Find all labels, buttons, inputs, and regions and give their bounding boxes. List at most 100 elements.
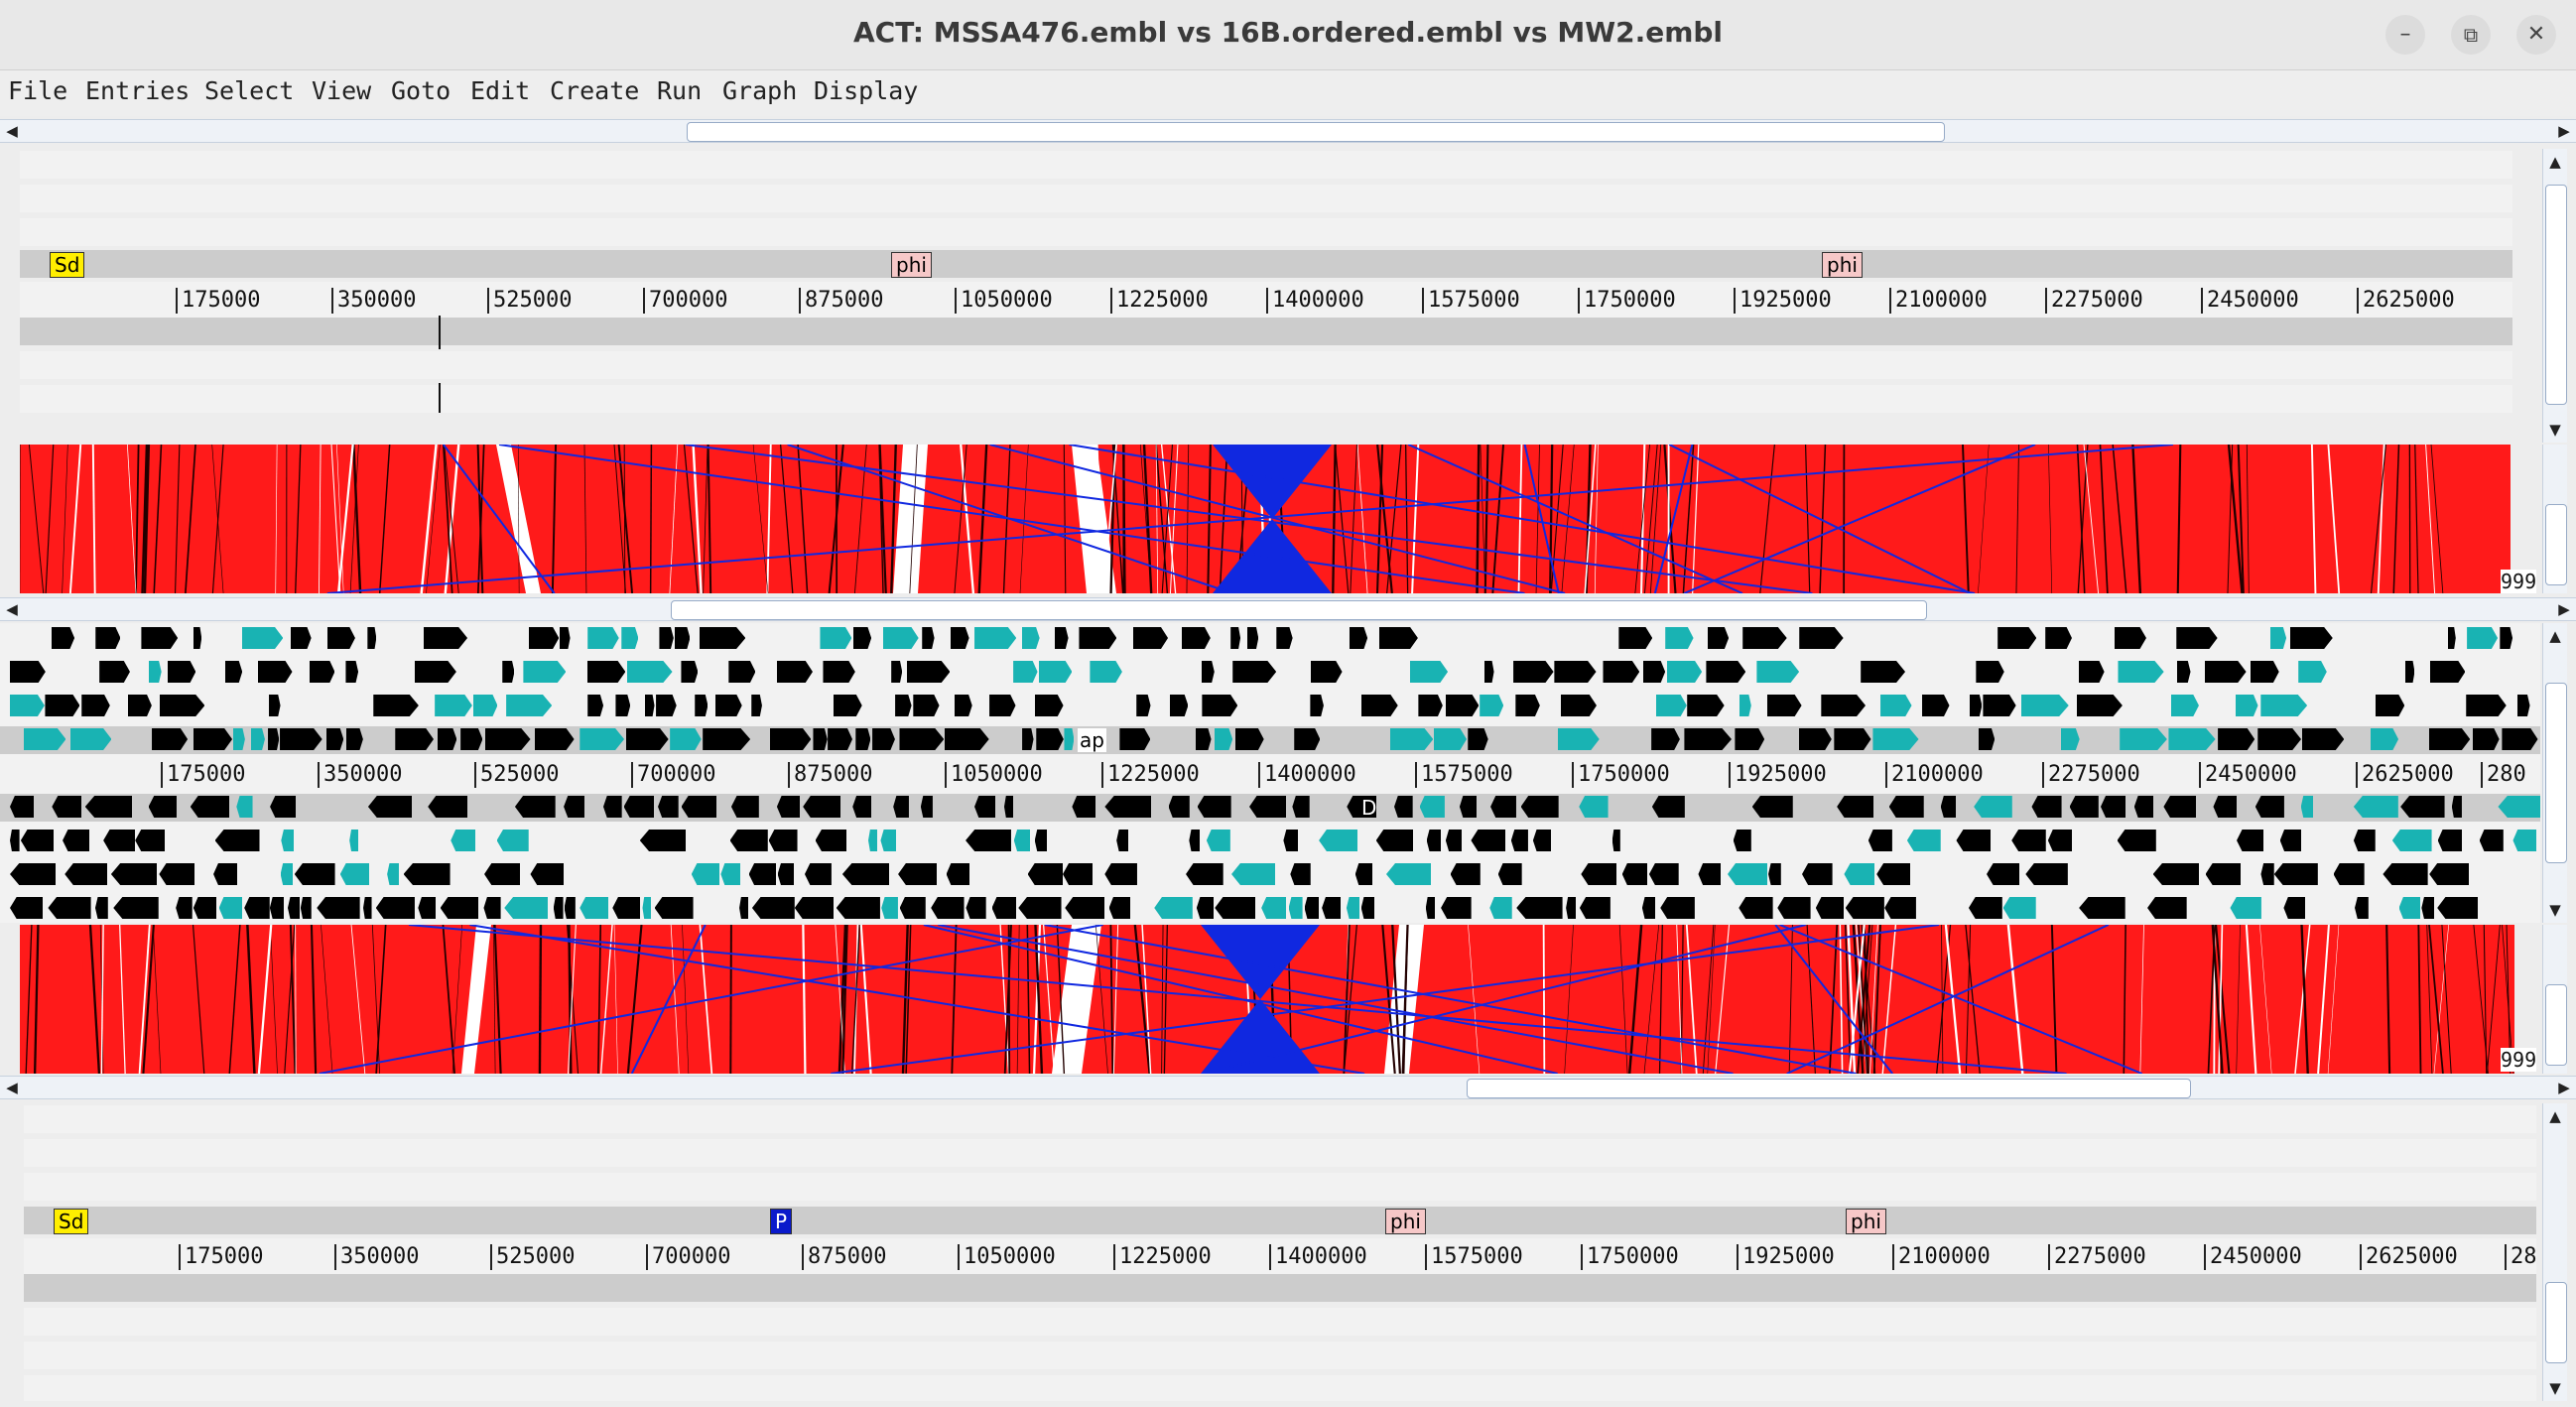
gene-arrow[interactable] — [23, 728, 66, 750]
gene-arrow[interactable] — [63, 830, 90, 851]
gene-arrow[interactable] — [1418, 695, 1443, 716]
scroll-thumb[interactable] — [671, 600, 1927, 620]
gene-arrow[interactable] — [580, 897, 609, 919]
gene-arrow[interactable] — [375, 897, 415, 919]
gene-arrow[interactable] — [1441, 897, 1472, 919]
gene-arrow[interactable] — [2205, 863, 2242, 885]
gene-arrow[interactable] — [52, 796, 82, 818]
gene-arrow[interactable] — [2429, 661, 2466, 683]
bottom-comparison-view[interactable] — [20, 925, 2514, 1074]
gene-arrow[interactable] — [2235, 695, 2258, 716]
gene-arrow[interactable] — [232, 728, 245, 750]
gene-arrow[interactable] — [159, 695, 205, 716]
gene-arrow[interactable] — [1728, 863, 1768, 885]
gene-arrow[interactable] — [51, 627, 75, 649]
menu-entries[interactable]: Entries — [85, 76, 191, 105]
gene-arrow[interactable] — [804, 863, 832, 885]
gene-arrow[interactable] — [2120, 728, 2167, 750]
gene-arrow[interactable] — [1978, 728, 1996, 750]
gene-arrow[interactable] — [1018, 897, 1062, 919]
gene-arrow[interactable] — [325, 728, 344, 750]
feature-selected[interactable]: P — [770, 1209, 793, 1234]
gene-arrow[interactable] — [1603, 661, 1640, 683]
gene-arrow[interactable] — [1360, 897, 1375, 919]
gene-arrow[interactable] — [1687, 695, 1725, 716]
gene-arrow[interactable] — [367, 627, 377, 649]
gene-arrow[interactable] — [280, 728, 322, 750]
gene-arrow[interactable] — [1119, 728, 1151, 750]
gene-arrow[interactable] — [1665, 627, 1694, 649]
gene-arrow[interactable] — [587, 695, 604, 716]
gene-arrow[interactable] — [833, 695, 862, 716]
gene-arrow[interactable] — [1169, 695, 1189, 716]
gene-arrow[interactable] — [472, 695, 498, 716]
gene-arrow[interactable] — [1246, 627, 1259, 649]
gene-arrow[interactable] — [484, 863, 521, 885]
gene-arrow[interactable] — [514, 796, 556, 818]
gene-arrow[interactable] — [1798, 728, 1832, 750]
gene-arrow[interactable] — [193, 897, 217, 919]
gene-arrow[interactable] — [2020, 695, 2069, 716]
gene-arrow[interactable] — [1648, 863, 1679, 885]
gene-arrow[interactable] — [2512, 830, 2537, 851]
gene-arrow[interactable] — [2375, 695, 2405, 716]
gene-arrow[interactable] — [1799, 627, 1844, 649]
gene-arrow[interactable] — [2114, 627, 2146, 649]
gene-arrow[interactable] — [893, 796, 909, 818]
gene-arrow[interactable] — [642, 897, 651, 919]
gene-arrow[interactable] — [1777, 897, 1811, 919]
scroll-right-icon[interactable]: ▶ — [2558, 122, 2570, 140]
feature-sd[interactable]: Sd — [50, 252, 85, 278]
scroll-right-icon[interactable]: ▶ — [2558, 1079, 2570, 1096]
gene-arrow[interactable] — [224, 661, 243, 683]
gene-arrow[interactable] — [2289, 627, 2333, 649]
gene-arrow[interactable] — [828, 728, 852, 750]
bottom-vertical-scrollbar[interactable]: ▲ ▼ — [2542, 1103, 2567, 1401]
gene-arrow[interactable] — [523, 661, 567, 683]
gene-arrow[interactable] — [1304, 897, 1320, 919]
gene-arrow[interactable] — [621, 627, 639, 649]
gene-arrow[interactable] — [2466, 695, 2507, 716]
gene-arrow[interactable] — [654, 897, 694, 919]
gene-arrow[interactable] — [2069, 796, 2099, 818]
gene-arrow[interactable] — [418, 897, 437, 919]
scroll-down-icon[interactable]: ▼ — [2549, 1379, 2561, 1397]
gene-arrow[interactable] — [730, 796, 759, 818]
gene-arrow[interactable] — [1845, 897, 1884, 919]
gene-arrow[interactable] — [218, 897, 243, 919]
gene-arrow[interactable] — [803, 796, 841, 818]
gene-arrow[interactable] — [1497, 863, 1522, 885]
maximize-button[interactable]: ⧉ — [2451, 15, 2491, 55]
gene-arrow[interactable] — [99, 661, 130, 683]
gene-arrow[interactable] — [48, 897, 91, 919]
gene-arrow[interactable] — [623, 796, 655, 818]
gene-arrow[interactable] — [695, 695, 708, 716]
gene-arrow[interactable] — [2300, 796, 2314, 818]
gene-arrow[interactable] — [1868, 830, 1892, 851]
gene-arrow[interactable] — [794, 897, 835, 919]
gene-arrow[interactable] — [300, 897, 312, 919]
gene-arrow[interactable] — [1445, 830, 1462, 851]
gene-arrow[interactable] — [345, 728, 363, 750]
gene-arrow[interactable] — [1642, 661, 1666, 683]
gene-arrow[interactable] — [1132, 627, 1169, 649]
gene-arrow[interactable] — [1618, 627, 1653, 649]
gene-arrow[interactable] — [954, 695, 972, 716]
gene-arrow[interactable] — [899, 728, 945, 750]
gene-arrow[interactable] — [820, 627, 852, 649]
gene-arrow[interactable] — [257, 661, 293, 683]
gene-arrow[interactable] — [2429, 863, 2470, 885]
gene-arrow[interactable] — [236, 796, 253, 818]
gene-arrow[interactable] — [944, 728, 989, 750]
gene-arrow[interactable] — [2176, 627, 2218, 649]
gene-arrow[interactable] — [1742, 627, 1787, 649]
gene-arrow[interactable] — [1354, 863, 1373, 885]
gene-arrow[interactable] — [1378, 627, 1418, 649]
scroll-thumb[interactable] — [1467, 1079, 2191, 1098]
gene-arrow[interactable] — [1557, 728, 1600, 750]
gene-arrow[interactable] — [1310, 695, 1324, 716]
top-sequence-panel[interactable]: Sd phi phi 175000 350000 525000 700000 8… — [20, 149, 2512, 443]
gene-arrow[interactable] — [1815, 897, 1845, 919]
gene-arrow[interactable] — [148, 796, 177, 818]
gene-arrow[interactable] — [1611, 830, 1620, 851]
